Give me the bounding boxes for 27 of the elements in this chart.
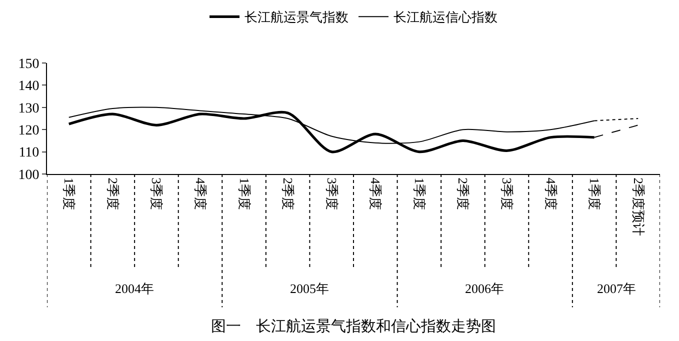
x-tick-label: 4季度 xyxy=(368,178,384,210)
x-tick-label: 2季度预计 xyxy=(630,178,646,236)
y-tick-label: 150 xyxy=(18,56,40,72)
x-tick-label: 2季度 xyxy=(105,178,120,210)
x-tick-label: 3季度 xyxy=(500,178,515,210)
text: 2004年 xyxy=(115,281,154,296)
x-tick-label: 1季度 xyxy=(236,178,252,210)
x-tick-label: 4季度 xyxy=(543,178,558,210)
x-tick-label: 4季度 xyxy=(193,178,208,210)
text: 2007年 xyxy=(597,281,636,296)
legend-label: 长江航运景气指数 xyxy=(244,10,348,25)
legend-label: 长江航运信心指数 xyxy=(394,10,498,25)
x-tick-label: 3季度 xyxy=(324,178,340,210)
text: 2006年 xyxy=(465,281,504,296)
x-tick-label: 2季度 xyxy=(280,178,296,210)
x-tick-label: 3季度 xyxy=(149,178,164,210)
x-tick-label: 1季度 xyxy=(587,178,602,210)
text: 图一 长江航运景气指数和信心指数走势图 xyxy=(211,318,496,335)
y-tick-label: 110 xyxy=(18,146,40,161)
x-tick-label: 1季度 xyxy=(62,178,77,210)
text: 2005年 xyxy=(290,281,329,296)
x-tick-label: 1季度 xyxy=(412,178,427,210)
y-tick-label: 130 xyxy=(18,101,40,116)
y-tick-label: 120 xyxy=(18,124,40,138)
y-tick-label: 140 xyxy=(18,79,40,94)
y-tick-label: 100 xyxy=(18,168,40,183)
x-tick-label: 2季度 xyxy=(456,178,471,210)
